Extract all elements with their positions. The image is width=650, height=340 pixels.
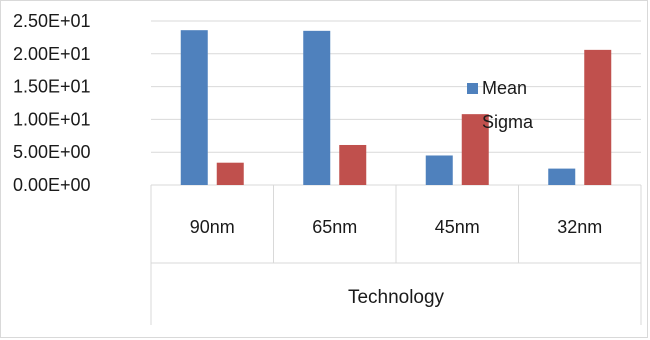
y-tick-label: 2.00E+01 [13,44,91,64]
y-axis-tick-labels: 0.00E+00 5.00E+00 1.00E+01 1.50E+01 2.00E+01… [13,11,91,195]
bar-mean-45nm [425,155,453,185]
gridlines [150,20,642,325]
legend-label-sigma: Sigma [482,112,534,132]
x-axis-title-group: Technology [348,287,445,308]
legend-swatch-sigma [467,117,478,128]
bar-sigma-90nm [216,162,244,185]
x-category-label: 45nm [435,217,480,237]
bars [180,30,612,186]
bar-sigma-65nm [339,144,367,185]
y-tick-label: 1.50E+01 [13,77,91,97]
legend: Mean Sigma [467,78,534,132]
x-axis-category-labels: 90nm 65nm 45nm 32nm [190,217,603,237]
legend-swatch-mean [467,83,478,94]
x-axis-title: Technology [348,287,445,308]
bar-sigma-32nm [584,49,612,185]
y-tick-label: 2.50E+01 [13,11,91,31]
y-tick-label: 0.00E+00 [13,175,91,195]
y-tick-label: 1.00E+01 [13,109,91,129]
bar-mean-65nm [303,30,331,186]
x-category-label: 32nm [557,217,602,237]
legend-label-mean: Mean [482,78,527,98]
x-category-label: 65nm [312,217,357,237]
y-tick-label: 5.00E+00 [13,142,91,162]
bar-mean-90nm [180,30,208,185]
x-category-label: 90nm [190,217,235,237]
bar-mean-32nm [548,168,576,185]
